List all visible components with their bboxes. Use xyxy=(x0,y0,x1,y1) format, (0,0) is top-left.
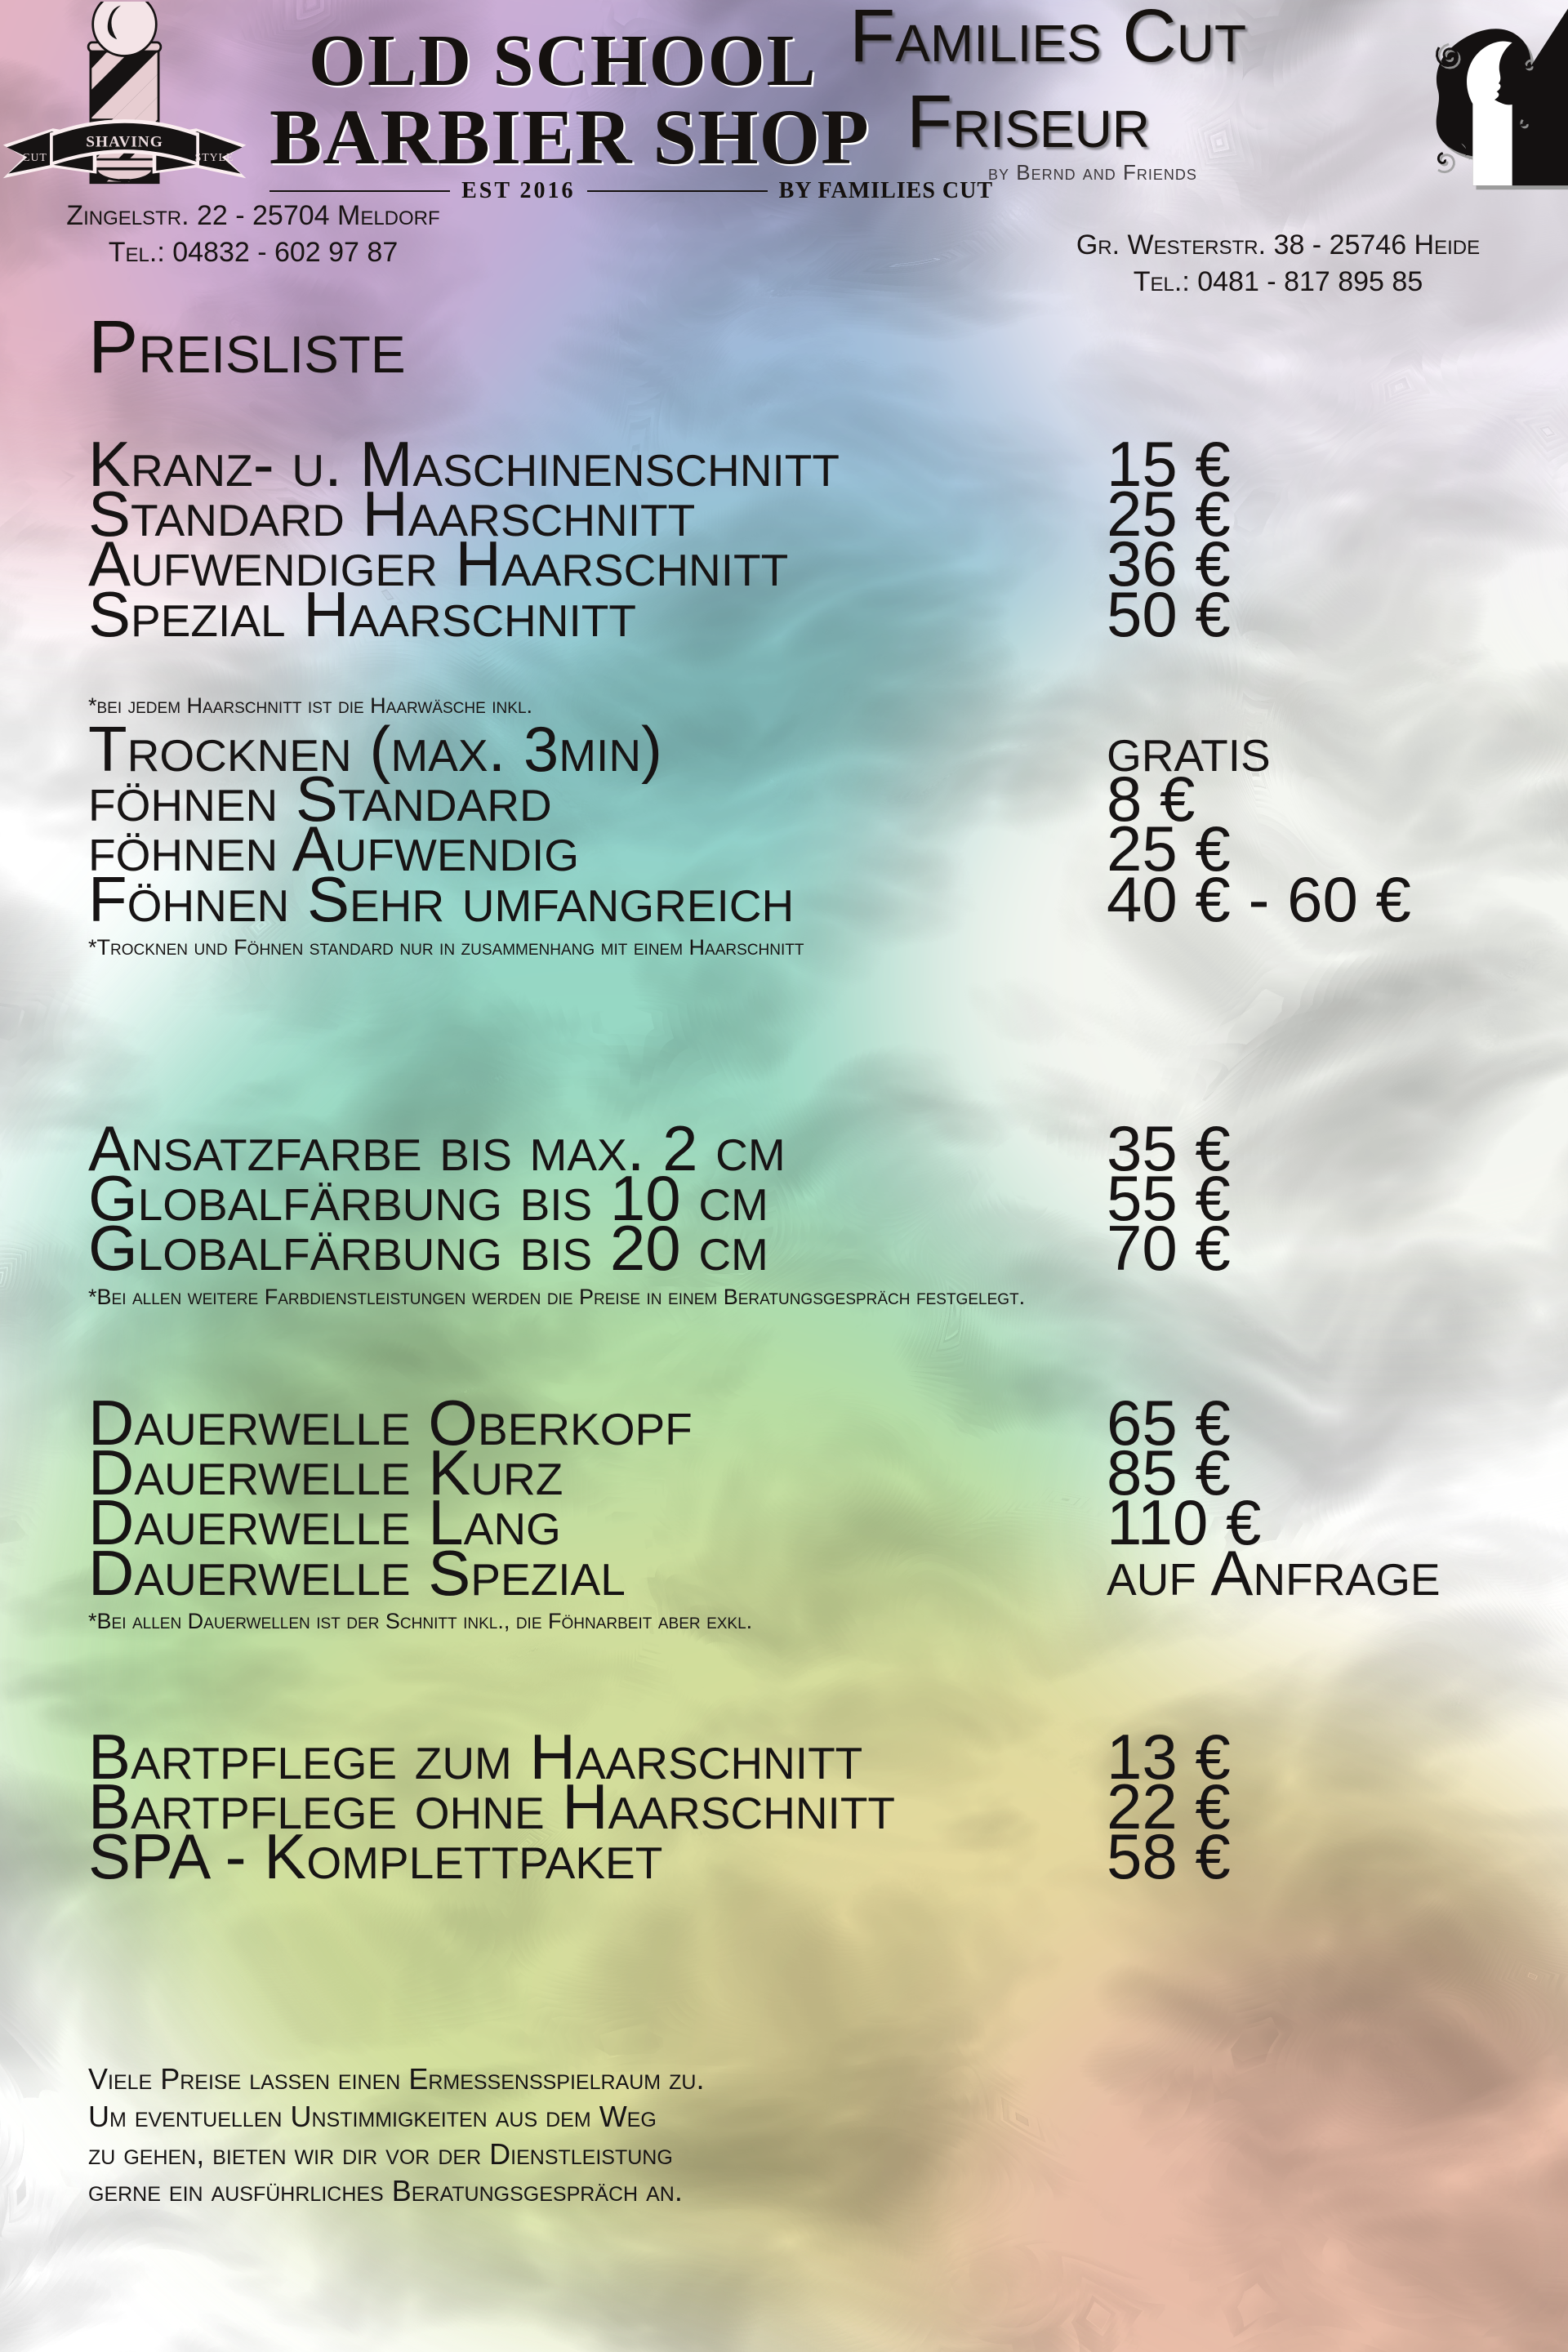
svg-text:CUT: CUT xyxy=(22,151,47,163)
svg-text:STYLE: STYLE xyxy=(195,151,234,163)
svg-text:SHAVING: SHAVING xyxy=(86,133,163,150)
